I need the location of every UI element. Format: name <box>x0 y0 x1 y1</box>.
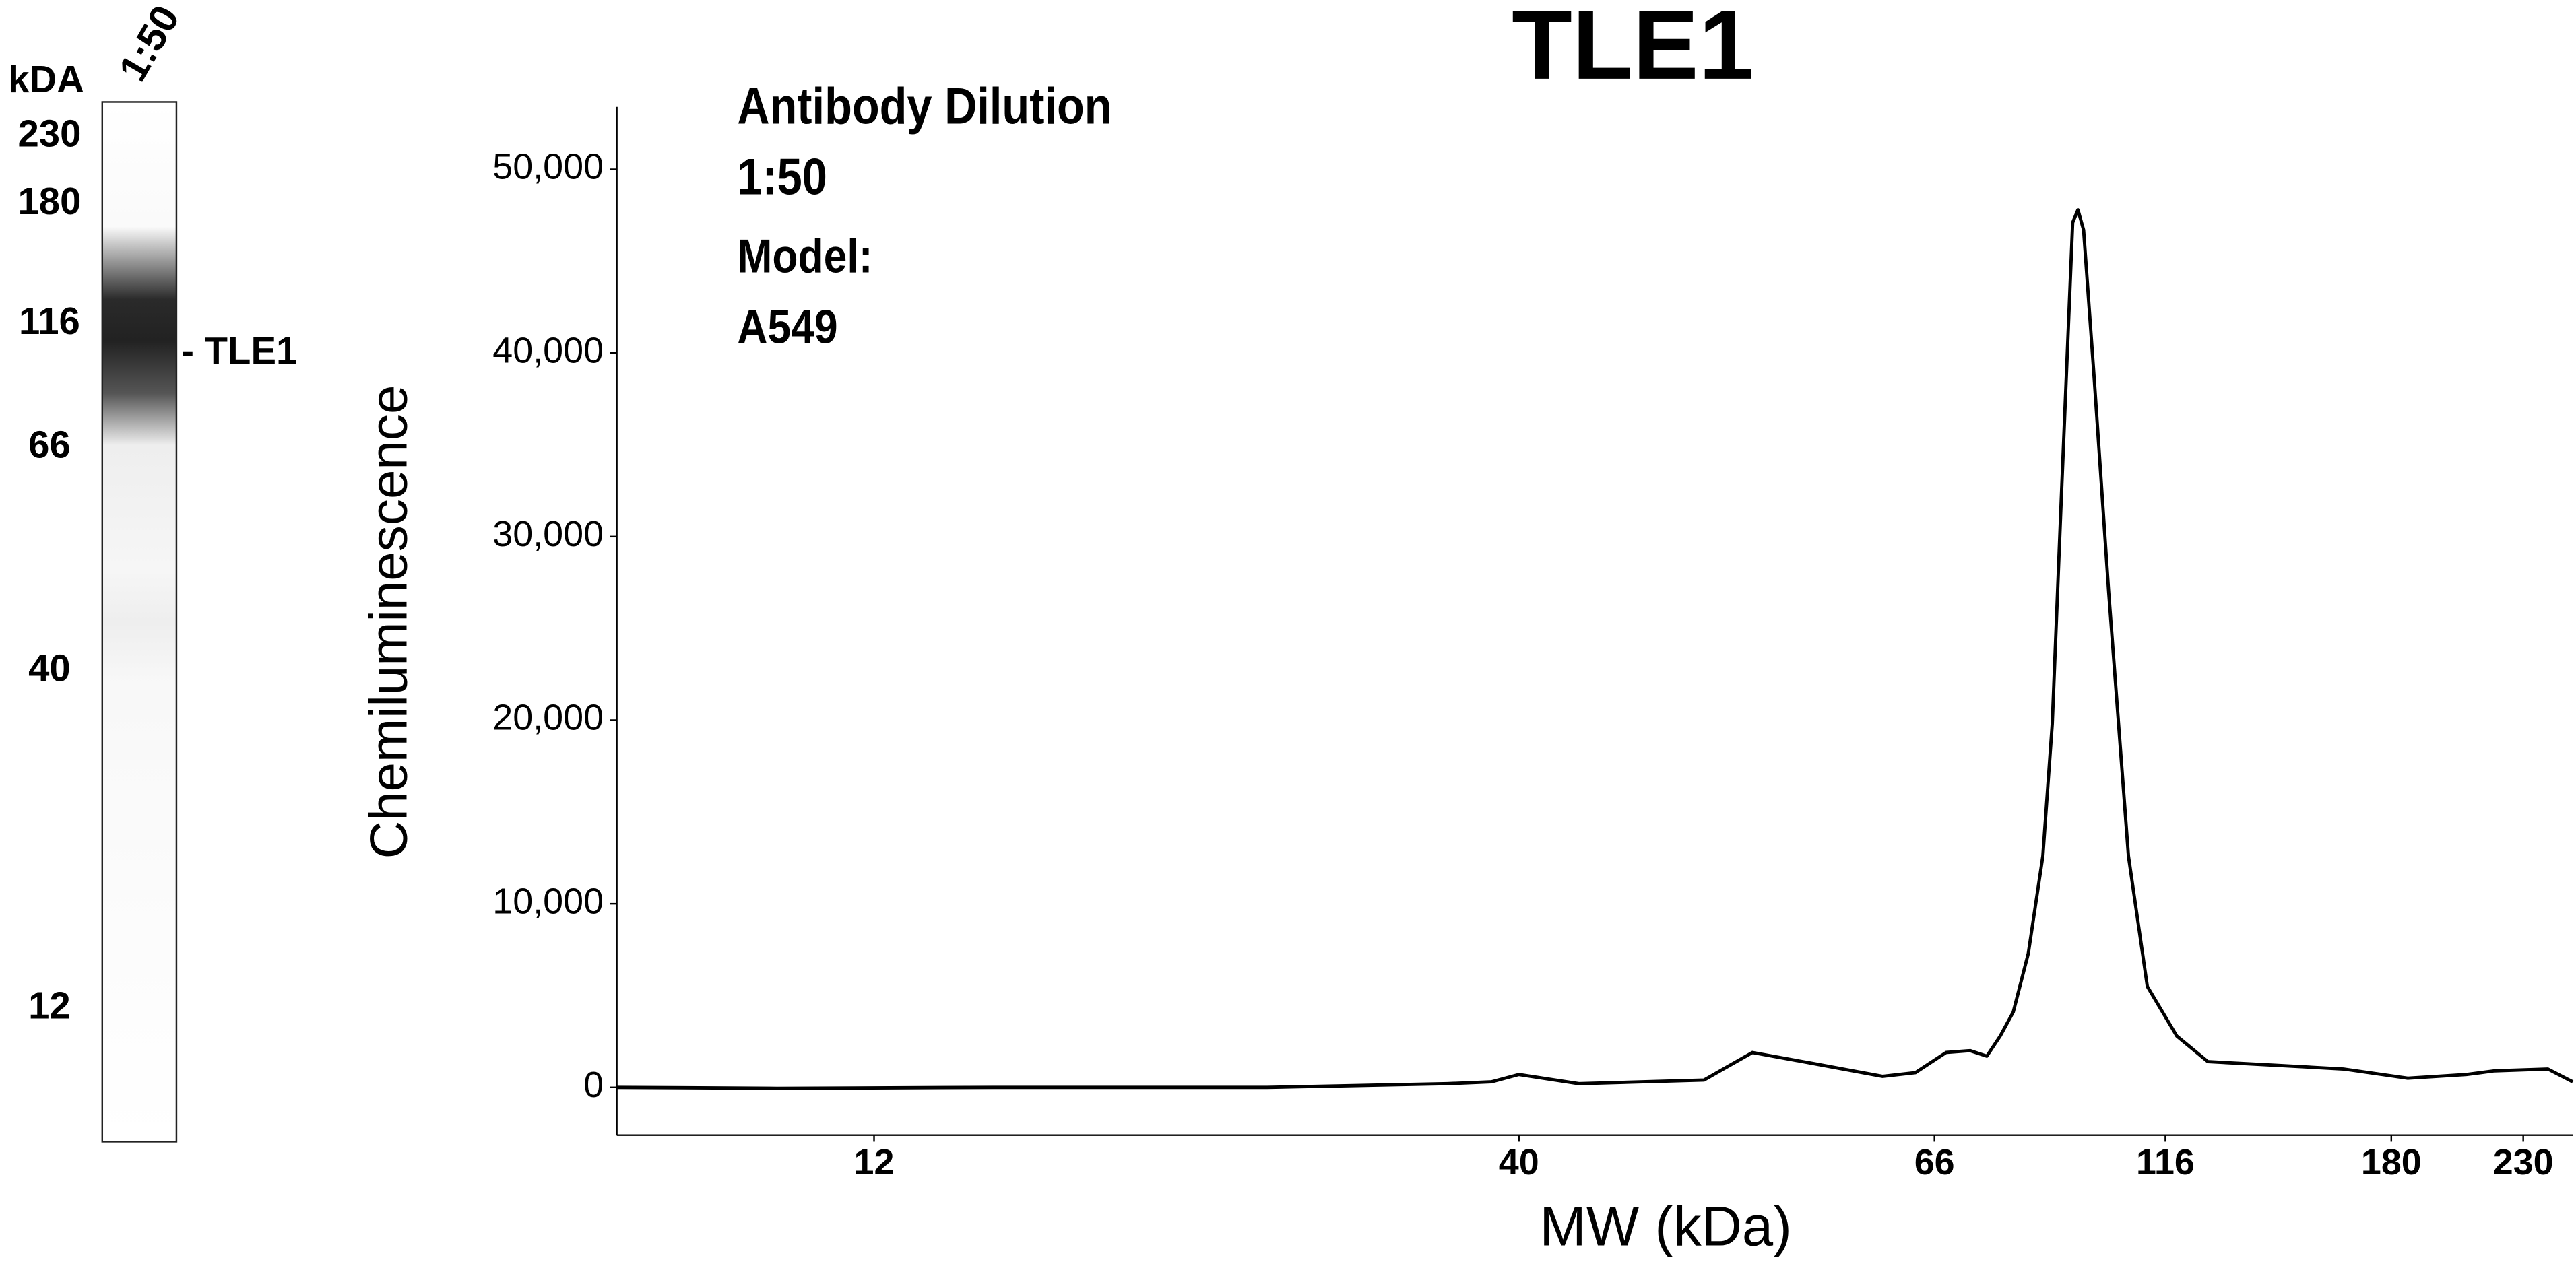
x-tick-label: 230 <box>2493 1142 2554 1182</box>
y-axis-label: Chemiluminescence <box>358 385 418 859</box>
lane-label: 1:50 <box>110 0 188 88</box>
blot-marker-label: 230 <box>18 112 81 155</box>
annotation: 1:50 <box>737 149 827 206</box>
annotation: Antibody Dilution <box>737 78 1112 135</box>
x-tick-label: 180 <box>2361 1142 2422 1182</box>
annotation: Model: <box>737 230 872 283</box>
y-tick-label: 10,000 <box>492 881 604 921</box>
blot-lane <box>101 101 178 1143</box>
x-tick-label: 116 <box>2136 1142 2195 1182</box>
data-line <box>616 208 2574 1090</box>
annotation: A549 <box>737 301 837 354</box>
x-tick-label: 12 <box>854 1142 895 1182</box>
blot-marker-label: 40 <box>28 647 71 690</box>
blot-marker-label: 66 <box>28 423 71 465</box>
blot-marker-label: 12 <box>28 984 71 1026</box>
blot-unit: kDA <box>8 58 84 100</box>
y-tick-label: 30,000 <box>492 514 604 554</box>
y-tick-label: 20,000 <box>492 698 604 738</box>
y-tick-label: 40,000 <box>492 330 604 370</box>
band-label: - TLE1 <box>181 329 297 372</box>
chart-title: TLE1 <box>1512 0 1753 100</box>
x-tick-label: 66 <box>1914 1142 1955 1182</box>
x-axis-label: MW (kDa) <box>1539 1195 1791 1257</box>
blot-marker-label: 180 <box>18 180 81 222</box>
x-tick-label: 40 <box>1499 1142 1539 1182</box>
blot-marker-label: 116 <box>19 300 80 342</box>
y-tick-label: 0 <box>583 1065 604 1105</box>
y-tick-label: 50,000 <box>492 147 604 187</box>
